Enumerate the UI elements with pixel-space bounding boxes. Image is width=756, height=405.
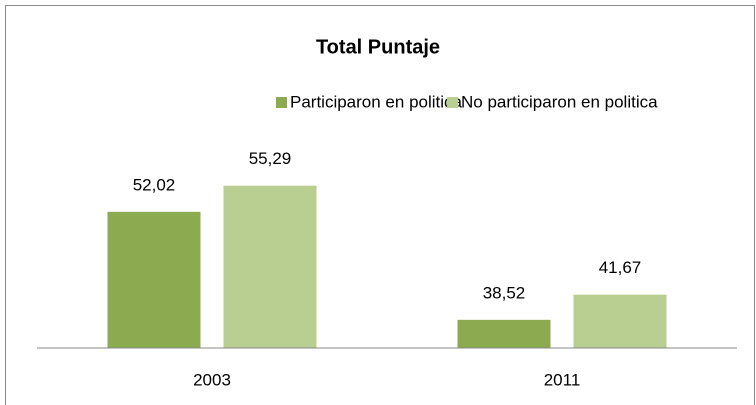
- legend-swatch: [447, 97, 458, 108]
- bar: [457, 319, 551, 348]
- data-label: 38,52: [483, 283, 526, 302]
- legend-label: Participaron en politica: [290, 92, 463, 111]
- x-tick-label: 2011: [544, 370, 581, 389]
- chart-title: Total Puntaje: [316, 36, 440, 58]
- data-label: 55,29: [249, 149, 292, 168]
- legend-swatch: [276, 97, 287, 108]
- bar: [107, 211, 201, 348]
- data-label: 41,67: [599, 258, 642, 277]
- legend-label: No participaron en politica: [461, 92, 658, 111]
- bar: [223, 185, 317, 348]
- data-label: 52,02: [133, 175, 176, 194]
- bar: [573, 294, 667, 348]
- x-tick-label: 2003: [193, 370, 231, 389]
